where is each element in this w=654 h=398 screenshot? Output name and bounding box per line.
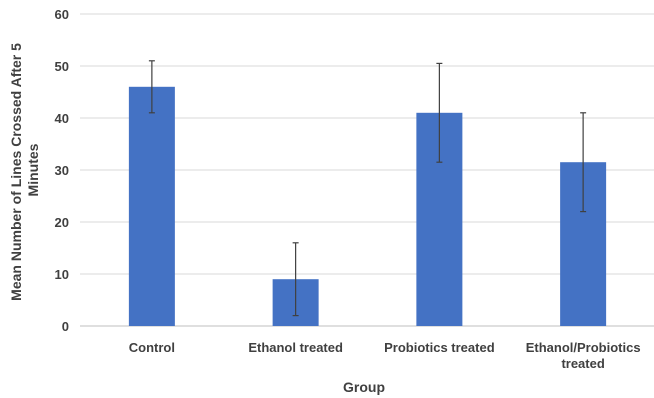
gridlines (80, 13, 654, 327)
y-tick-label: 60 (55, 7, 69, 22)
x-tick-label-line: Ethanol treated (248, 340, 343, 355)
x-tick-label-line: treated (561, 356, 604, 371)
bars (128, 86, 607, 326)
x-tick-label: Ethanol treated (248, 340, 343, 355)
y-axis-title-line-1: Mean Number of Lines Crossed After 5 (8, 43, 24, 301)
y-tick-label: 40 (55, 111, 69, 126)
y-axis-title: Mean Number of Lines Crossed After 5 Min… (8, 39, 41, 301)
y-tick-label: 20 (55, 215, 69, 230)
x-tick-label: Ethanol/Probiotics treated (526, 340, 641, 371)
x-tick-label: Probiotics treated (384, 340, 495, 355)
y-axis-title-line-2: Minutes (25, 143, 41, 196)
x-tick-label: Control (129, 340, 175, 355)
y-tick-labels: 0 10 20 30 40 50 60 (55, 7, 69, 334)
y-tick-label: 0 (62, 319, 69, 334)
x-tick-label-line: Probiotics treated (384, 340, 495, 355)
x-axis-title: Group (343, 379, 385, 395)
y-tick-label: 10 (55, 267, 69, 282)
error-bars (148, 60, 587, 317)
x-tick-labels: Control Ethanol treated Probiotics treated… (129, 340, 641, 371)
y-tick-label: 50 (55, 59, 69, 74)
x-tick-label-line: Ethanol/Probiotics (526, 340, 641, 355)
bar (128, 86, 175, 326)
svg-text:Mean Number of Lines Crossed A: Mean Number of Lines Crossed After 5 Min… (8, 39, 41, 301)
x-tick-label-line: Control (129, 340, 175, 355)
y-tick-label: 30 (55, 163, 69, 178)
